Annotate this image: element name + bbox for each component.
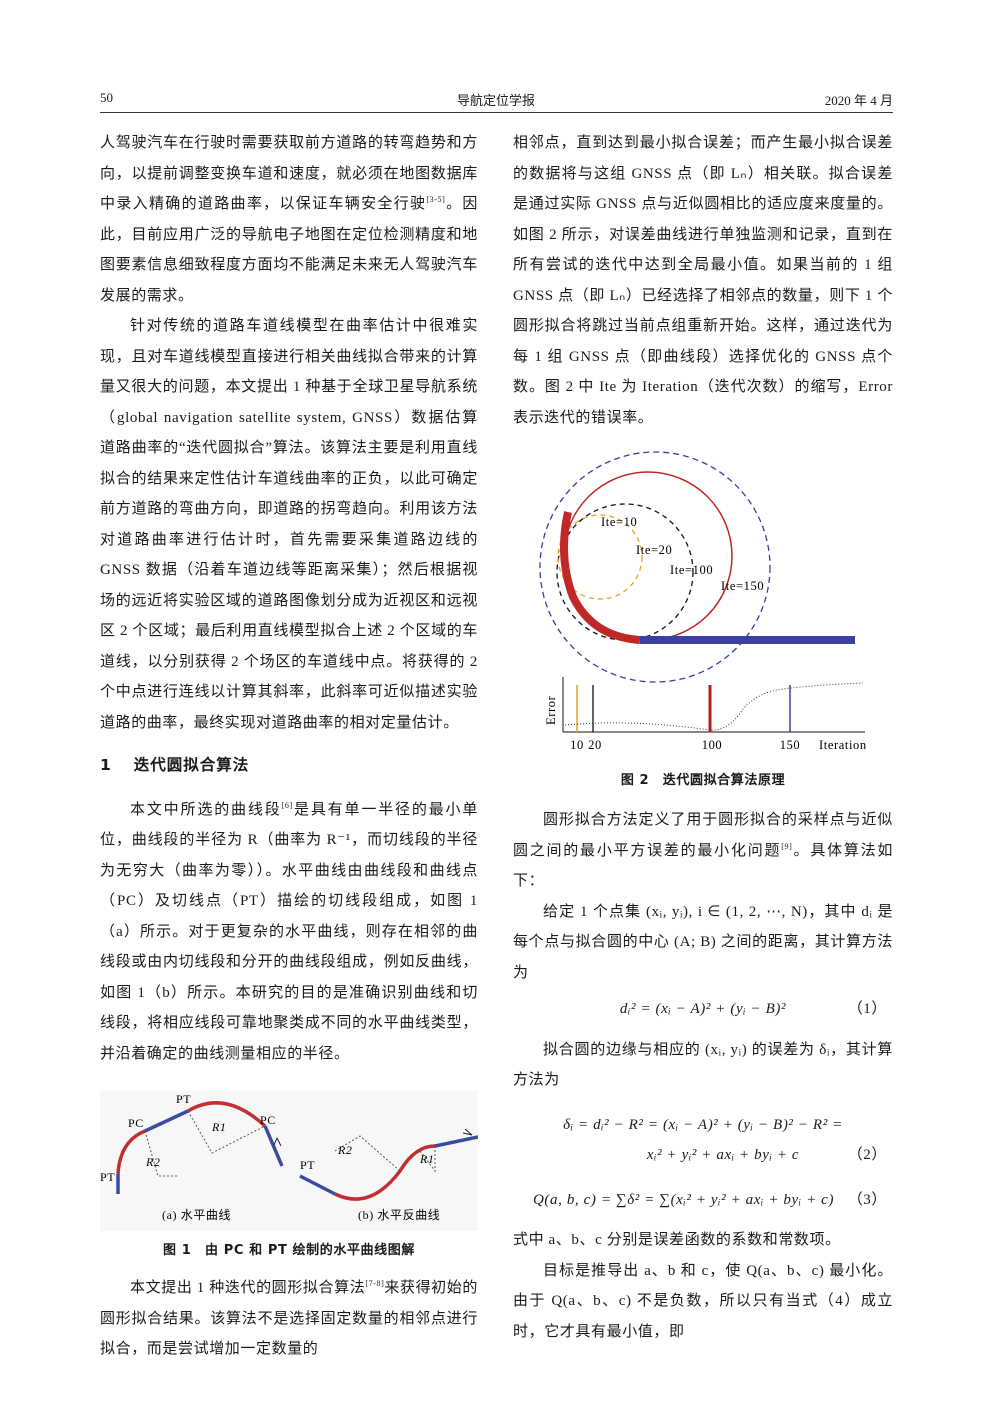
equation-number: （3） xyxy=(847,1191,887,1208)
paragraph: 人驾驶汽车在行驶时需要获取前方道路的转弯趋势和方向，以提前调整变换车道和速度，就… xyxy=(100,128,478,311)
figure-label: R1 xyxy=(419,1152,435,1166)
text: 来获得初始的圆形拟合结果。该算法不是选择固定数量的相邻点进行拟合，而是尝试增加一… xyxy=(100,1280,478,1357)
tick-label: 150 xyxy=(780,738,801,752)
section-heading: 1 迭代圆拟合算法 xyxy=(100,750,478,781)
figure-caption: 图 2 迭代圆拟合算法原理 xyxy=(620,773,786,788)
text: 圆形拟合方法定义了用于圆形拟合的采样点与近似圆之间的最小平方误差的最小化问题 xyxy=(513,812,893,859)
right-column: 相邻点，直到达到最小拟合误差；而产生最小拟合误差的数据将与这组 GNSS 点（即… xyxy=(513,128,893,1347)
equation-number: （1） xyxy=(847,1001,887,1017)
figure-label: R1 xyxy=(211,1120,227,1134)
axis-label: Error xyxy=(544,695,558,725)
section-number: 1 xyxy=(100,756,112,774)
text: 人驾驶汽车在行驶时需要获取前方道路的转弯趋势和方向，以提前调整变换车道和速度，就… xyxy=(100,135,478,212)
formula: δᵢ = dᵢ² − R² = (xᵢ − A)² + (yᵢ − B)² − … xyxy=(563,1116,843,1133)
figure-label: PT xyxy=(300,1158,315,1172)
figure-label: R2 xyxy=(337,1143,353,1157)
figure-2: Ite=10 Ite=20 Ite=100 Ite=150 Error 10 2… xyxy=(539,451,867,752)
tick-label: 10 xyxy=(570,738,584,752)
journal-name: 导航定位学报 xyxy=(456,93,535,108)
citation: [9] xyxy=(781,841,793,851)
figure-label: Ite=100 xyxy=(670,563,713,577)
paragraph: 目标是推导出 a、b 和 c，使 Q(a、b、c) 最小化。由于 Q(a、b、c… xyxy=(513,1262,893,1340)
figure-label: PT xyxy=(100,1170,115,1184)
paragraph: 拟合圆的边缘与相应的 (xᵢ, yᵢ) 的误差为 δᵢ，其计算方法为 xyxy=(513,1041,893,1089)
citation: [3-5] xyxy=(426,195,446,204)
axis-label: Iteration xyxy=(819,738,867,752)
text: 是具有单一半径的最小单位，曲线段的半径为 R（曲率为 R⁻¹，而切线段的半径为无… xyxy=(100,801,478,1062)
figure-subcaption: (a) 水平曲线 xyxy=(162,1208,231,1222)
paragraph: 给定 1 个点集 (xᵢ, yᵢ), i ∈ (1, 2, ⋯, N)，其中 d… xyxy=(513,903,893,981)
equation-number: （2） xyxy=(847,1146,887,1163)
figure-subcaption: (b) 水平反曲线 xyxy=(358,1208,440,1222)
citation: [6] xyxy=(281,800,293,810)
header-rule xyxy=(100,112,893,113)
citation: [7-8] xyxy=(365,1279,385,1288)
figure-label: PC xyxy=(260,1113,276,1127)
equation: dᵢ² = (xᵢ − A)² + (yᵢ − B)² （1） xyxy=(513,994,893,1025)
left-column: 人驾驶汽车在行驶时需要获取前方道路的转弯趋势和方向，以提前调整变换车道和速度，就… xyxy=(100,128,478,1365)
paragraph: 相邻点，直到达到最小拟合误差；而产生最小拟合误差的数据将与这组 GNSS 点（即… xyxy=(513,135,893,426)
figure-label: R2 xyxy=(145,1155,161,1169)
text: 。因此，目前应用广泛的导航电子地图在定位检测精度和地图要素信息细致程度方面均不能… xyxy=(100,196,478,304)
tick-label: 100 xyxy=(702,738,723,752)
issue-date: 2020 年 4 月 xyxy=(824,93,893,108)
paragraph: 本文中所选的曲线段[6]是具有单一半径的最小单位，曲线段的半径为 R（曲率为 R… xyxy=(100,795,478,1070)
figure-label: PC xyxy=(128,1116,144,1130)
formula: dᵢ² = (xᵢ − A)² + (yᵢ − B)² xyxy=(619,1001,787,1017)
equation: Q(a, b, c) = ∑δ² = ∑(xᵢ² + yᵢ² + axᵢ + b… xyxy=(513,1185,893,1216)
text: 。具体算法如下： xyxy=(513,842,893,890)
page-number: 50 xyxy=(100,90,113,105)
text: 本文中所选的曲线段 xyxy=(130,801,282,818)
formula: xᵢ² + yᵢ² + axᵢ + byᵢ + c xyxy=(646,1147,800,1163)
section-title: 迭代圆拟合算法 xyxy=(133,756,250,774)
equation: δᵢ = dᵢ² − R² = (xᵢ − A)² + (yᵢ − B)² − … xyxy=(513,1110,893,1171)
text: 本文提出 1 种迭代的圆形拟合算法 xyxy=(130,1280,366,1296)
tick-label: 20 xyxy=(588,738,602,752)
paragraph: 圆形拟合方法定义了用于圆形拟合的采样点与近似圆之间的最小平方误差的最小化问题[9… xyxy=(513,805,893,897)
paragraph: 针对传统的道路车道线模型在曲率估计中很难实现，且对车道线模型直接进行相关曲线拟合… xyxy=(100,318,478,731)
figure-label: Ite=20 xyxy=(636,543,672,557)
figure-label: PT xyxy=(176,1092,191,1106)
paragraph: 本文提出 1 种迭代的圆形拟合算法[7-8]来获得初始的圆形拟合结果。该算法不是… xyxy=(100,1273,478,1365)
figure-caption: 图 1 由 PC 和 PT 绘制的水平曲线图解 xyxy=(163,1243,415,1258)
formula: Q(a, b, c) = ∑δ² = ∑(xᵢ² + yᵢ² + axᵢ + b… xyxy=(533,1191,835,1208)
figure-1: PT PC PC R1 R2 PT R2 R1 PT (a) 水平曲线 (b) … xyxy=(100,1091,478,1231)
paragraph: 式中 a、b、c 分别是误差函数的系数和常数项。 xyxy=(513,1232,841,1248)
figure-label: Ite=10 xyxy=(601,515,637,529)
figure-label: Ite=150 xyxy=(721,579,764,593)
